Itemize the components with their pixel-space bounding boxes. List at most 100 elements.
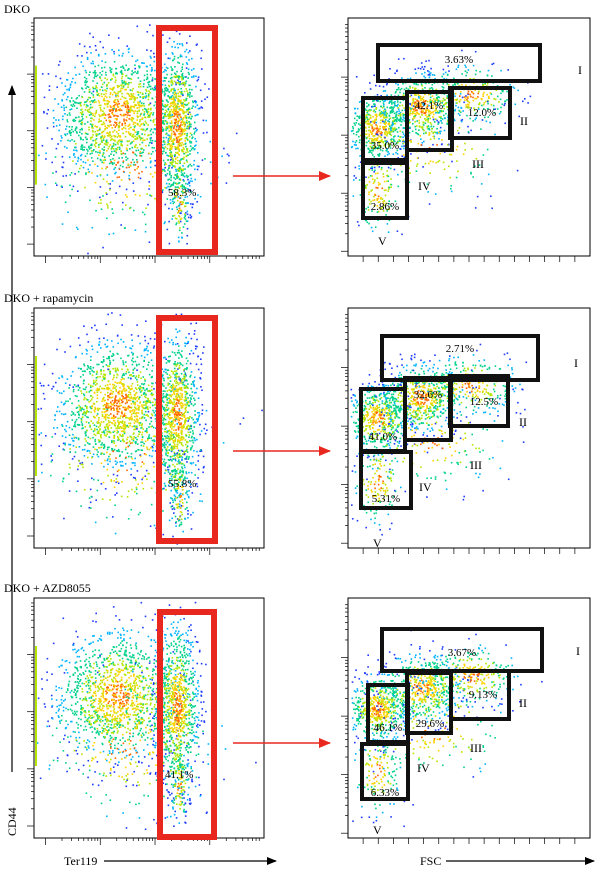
density-dot [147, 93, 150, 95]
density-dot [94, 65, 96, 68]
density-dot [102, 153, 104, 156]
density-dot [365, 144, 368, 147]
density-dot [113, 384, 116, 386]
density-dot [166, 154, 168, 157]
density-dot [169, 144, 172, 147]
density-dot [154, 124, 156, 126]
density-dot [118, 450, 121, 453]
density-dot [182, 105, 184, 108]
density-dot [187, 127, 189, 130]
density-dot [103, 400, 105, 402]
density-dot [143, 149, 145, 151]
density-dot [173, 126, 175, 129]
density-dot [122, 84, 125, 87]
density-dot [109, 87, 111, 90]
density-dot [367, 119, 369, 122]
density-dot [170, 140, 173, 142]
density-dot [79, 409, 81, 411]
density-dot [142, 393, 145, 395]
density-dot [111, 111, 114, 114]
density-dot [393, 102, 396, 105]
density-dot [181, 82, 183, 85]
density-dot [171, 200, 174, 203]
density-dot [131, 419, 133, 421]
density-dot [165, 126, 168, 128]
density-dot [376, 115, 378, 118]
density-dot [385, 141, 388, 144]
density-dot [385, 128, 387, 131]
density-dot [383, 121, 386, 123]
density-dot [396, 117, 398, 119]
gate-iv[interactable] [361, 96, 409, 162]
density-dot [86, 100, 88, 102]
density-dot [474, 165, 476, 167]
density-dot [76, 132, 78, 134]
gate-i[interactable] [376, 43, 542, 83]
density-dot [364, 121, 367, 124]
density-dot [432, 160, 434, 163]
density-dot [183, 180, 185, 182]
density-dot [189, 140, 191, 143]
density-dot [140, 377, 142, 380]
density-dot [189, 50, 191, 52]
density-dot [172, 96, 175, 99]
density-dot [95, 377, 98, 379]
density-dot [186, 119, 188, 122]
density-dot [393, 144, 395, 147]
density-dot [191, 88, 193, 91]
density-dot [168, 136, 171, 138]
density-dot [396, 140, 399, 143]
density-dot [106, 87, 108, 90]
density-dot [149, 74, 152, 76]
density-dot [358, 179, 361, 181]
gate-v[interactable] [361, 161, 409, 220]
density-dot [131, 109, 133, 112]
density-dot [133, 129, 135, 131]
density-dot [431, 111, 433, 114]
density-dot [114, 114, 116, 117]
density-dot [226, 153, 229, 156]
density-dot [144, 223, 147, 226]
density-dot [171, 101, 174, 103]
density-dot [95, 135, 98, 137]
density-dot [106, 203, 108, 206]
density-dot [84, 388, 87, 391]
density-dot [112, 105, 114, 108]
density-dot [365, 186, 367, 189]
density-dot [165, 127, 167, 130]
density-dot [359, 161, 362, 163]
density-dot [374, 103, 376, 106]
density-dot [85, 101, 87, 103]
density-dot [106, 174, 109, 176]
density-dot [164, 418, 167, 421]
density-dot [428, 132, 431, 134]
density-dot [462, 110, 464, 112]
ter119-gate[interactable] [156, 25, 218, 255]
density-dot [418, 122, 421, 124]
density-dot [189, 132, 192, 135]
density-dot [371, 175, 373, 177]
density-dot [185, 62, 188, 64]
density-dot [121, 128, 123, 130]
density-dot [189, 122, 191, 124]
density-dot [408, 114, 411, 116]
density-dot [421, 127, 424, 130]
density-dot [122, 152, 125, 155]
density-dot [98, 154, 100, 156]
density-dot [180, 174, 183, 176]
plot-frame [33, 17, 265, 257]
density-dot [424, 65, 426, 68]
density-dot [195, 85, 197, 88]
density-dot [514, 103, 517, 106]
density-dot [149, 137, 152, 140]
density-dot [192, 203, 194, 206]
density-dot [147, 116, 149, 118]
density-dot [416, 165, 418, 167]
density-dot [402, 140, 404, 143]
density-dot [119, 135, 122, 137]
density-dot [61, 100, 64, 102]
density-dot [116, 492, 118, 494]
density-dot [509, 83, 511, 86]
density-dot [467, 105, 470, 108]
density-dot [134, 164, 137, 166]
